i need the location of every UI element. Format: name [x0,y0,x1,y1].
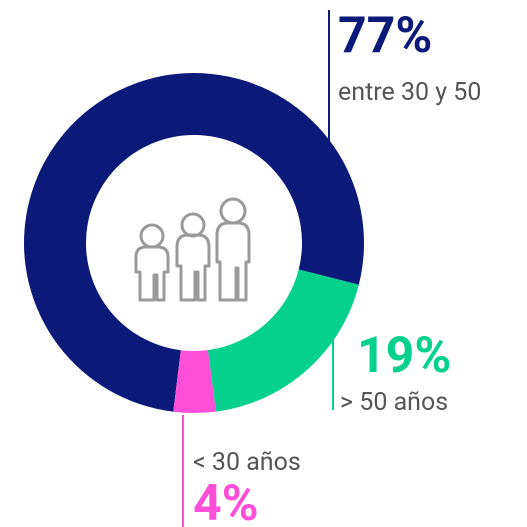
category-label: > 50 años [340,388,448,417]
donut-slice [23,73,365,412]
donut-slice [207,269,359,412]
category-label: < 30 años [193,448,301,477]
value-label: 77% [338,7,432,65]
category-label: entre 30 y 50 [338,78,481,107]
donut [23,73,365,413]
people-icon [134,197,251,302]
donut-slice [173,350,216,413]
value-label: 4% [193,475,259,527]
value-label: 19% [357,327,451,385]
